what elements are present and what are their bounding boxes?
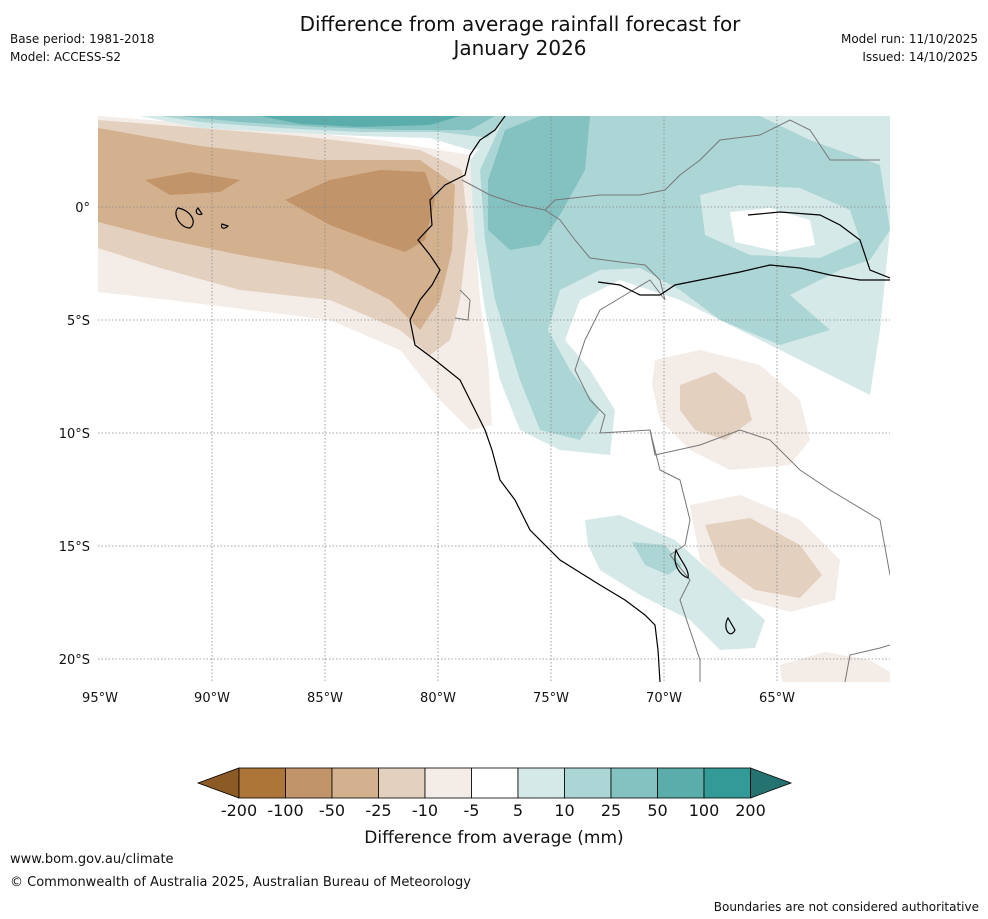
colorbar-swatch: [238, 767, 286, 799]
title-line-2: January 2026: [453, 36, 587, 60]
colorbar-swatch: [657, 767, 705, 799]
colorbar-swatch: [517, 767, 565, 799]
anomaly-plus-5-titicaca: [585, 515, 765, 650]
colorbar-tick: -25: [365, 801, 391, 820]
anomaly-plus-25-ecuador: [488, 116, 590, 250]
colorbar-tick: 25: [601, 801, 621, 820]
website-link[interactable]: www.bom.gov.au/climate: [10, 852, 174, 867]
anomaly-minus-10-bolivia: [680, 372, 752, 440]
lon-label: 70°W: [646, 691, 682, 706]
colorbar-swatch: [610, 767, 658, 799]
colorbar-swatch: [285, 767, 333, 799]
colorbar-ticks: -200 -100 -50 -25 -10 -5 5 10 25 50 100 …: [221, 801, 766, 820]
issued-date: Issued: 14/10/2025: [862, 50, 978, 64]
colorbar-swatch-upper-extend: [750, 767, 793, 799]
colorbar-tick: -10: [412, 801, 438, 820]
boundary-disclaimer: Boundaries are not considered authoritat…: [713, 900, 979, 914]
map-fill-layer: [98, 116, 890, 682]
colorbar-swatches: [196, 767, 793, 799]
anomaly-white-lens: [730, 208, 815, 252]
lat-label: 20°S: [59, 653, 90, 668]
colorbar-swatch-lower-extend: [196, 767, 240, 799]
anomaly-plus-50-north: [260, 116, 460, 127]
colorbar-swatch: [703, 767, 751, 799]
title-line-1: Difference from average rainfall forecas…: [299, 12, 741, 36]
lat-label: 15°S: [59, 540, 90, 555]
anomaly-minus-50-small: [145, 172, 240, 195]
colorbar-swatch: [378, 767, 426, 799]
colorbar-tick: -200: [221, 801, 257, 820]
anomaly-minus-5-south: [780, 652, 890, 682]
colorbar-swatch: [564, 767, 612, 799]
rainfall-map: 0° 5°S 10°S 15°S 20°S 95°W 90°W 85°W 80°…: [59, 116, 890, 706]
anomaly-plus-10-titicaca: [632, 542, 682, 575]
copyright-notice: © Commonwealth of Australia 2025, Austra…: [10, 875, 471, 890]
lon-label: 80°W: [420, 691, 456, 706]
anomaly-minus-50: [285, 170, 435, 252]
base-period: Base period: 1981-2018: [10, 32, 155, 46]
colorbar-tick: 200: [735, 801, 766, 820]
lon-label: 95°W: [82, 691, 118, 706]
anomaly-minus-10-paraguay: [705, 518, 822, 598]
country-borders: [454, 119, 890, 682]
model-name: Model: ACCESS-S2: [10, 50, 122, 64]
colorbar-tick: -5: [464, 801, 480, 820]
page-title: Difference from average rainfall forecas…: [200, 12, 840, 60]
latitude-labels: 0° 5°S 10°S 15°S 20°S: [59, 201, 90, 668]
colorbar-swatch: [331, 767, 379, 799]
colorbar-swatch: [471, 767, 519, 799]
lat-label: 10°S: [59, 427, 90, 442]
lat-label: 5°S: [67, 314, 90, 329]
colorbar-tick: -50: [319, 801, 345, 820]
lon-label: 75°W: [533, 691, 569, 706]
colorbar-tick: 10: [554, 801, 574, 820]
colorbar-tick: -100: [267, 801, 303, 820]
graticule: [98, 116, 890, 682]
lon-label: 65°W: [759, 691, 795, 706]
colorbar-swatch: [424, 767, 472, 799]
lat-label: 0°: [75, 201, 90, 216]
colorbar-tick: 100: [689, 801, 720, 820]
colorbar: -200 -100 -50 -25 -10 -5 5 10 25 50 100 …: [196, 767, 793, 848]
lon-label: 85°W: [307, 691, 343, 706]
longitude-labels: 95°W 90°W 85°W 80°W 75°W 70°W 65°W: [82, 691, 795, 706]
lon-label: 90°W: [194, 691, 230, 706]
colorbar-title: Difference from average (mm): [364, 828, 623, 848]
coastlines: [175, 116, 890, 682]
model-run: Model run: 11/10/2025: [840, 32, 978, 46]
colorbar-tick: 5: [513, 801, 523, 820]
colorbar-tick: 50: [647, 801, 667, 820]
